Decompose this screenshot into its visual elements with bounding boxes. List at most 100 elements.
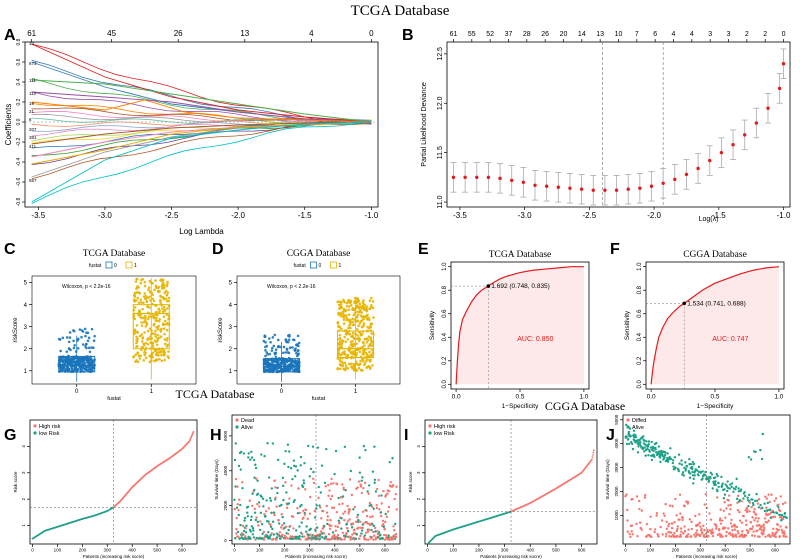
panel-j-point — [657, 445, 661, 448]
panel-h-point — [292, 527, 295, 530]
panel-h-point — [330, 524, 333, 527]
panel-h-point — [299, 464, 302, 467]
panel-c-point — [68, 336, 72, 339]
panel-h-point — [364, 448, 367, 452]
panel-j-point — [698, 513, 701, 516]
panel-j-point — [645, 522, 649, 526]
panel-h-point — [309, 527, 312, 531]
panel-h-point — [381, 537, 384, 540]
panel-d-point — [353, 311, 357, 314]
panel-i-xlabel: Patients (increasing risk socre) — [480, 554, 542, 559]
panel-j-point — [760, 457, 764, 461]
panel-j-point — [700, 527, 703, 531]
panel-g-point — [192, 430, 195, 433]
panel-h-point — [359, 534, 362, 538]
panel-h-point — [257, 501, 261, 504]
panel-d-point — [357, 366, 361, 370]
panel-j-point — [785, 526, 788, 529]
panel-h-point — [244, 527, 247, 530]
panel-c-point — [86, 331, 90, 335]
panel-c-point — [85, 342, 88, 346]
panel-d-point — [356, 298, 360, 301]
panel-d-stat-label: Wilcoxon, p < 2.2e-16 — [267, 284, 316, 290]
panel-c-legend-key — [125, 261, 133, 269]
panel-c-point — [76, 337, 80, 341]
panel-j-point — [750, 527, 754, 531]
panel-j-point — [697, 474, 700, 477]
panel-c-point — [151, 344, 155, 348]
panel-d-point — [360, 332, 363, 336]
panel-j-point — [649, 515, 652, 518]
panel-j-point — [770, 493, 773, 496]
panel-h-point — [234, 485, 237, 488]
panel-h-point — [251, 504, 254, 508]
panel-j-point — [723, 500, 726, 504]
panel-h-point — [260, 495, 263, 499]
panel-d-point — [274, 359, 277, 363]
panel-e-ytick-label: 0.8 — [442, 285, 448, 294]
panel-d-point — [284, 351, 288, 354]
panel-c-point — [91, 366, 95, 369]
panel-d-point — [368, 299, 372, 303]
panel-j-xtick-label: 400 — [721, 548, 729, 553]
panel-j-point — [717, 481, 720, 485]
panel-i-legend-key — [428, 431, 432, 435]
panel-d-point — [350, 303, 353, 307]
panel-h-point — [311, 445, 315, 448]
panel-a-coef-path — [31, 122, 372, 180]
panel-b-point — [781, 62, 786, 66]
panel-j-point — [704, 470, 707, 474]
panel-g-xtick-label: 500 — [153, 548, 161, 553]
panel-h-point — [251, 492, 254, 495]
panel-h-point — [361, 526, 364, 530]
panel-d-point — [271, 336, 275, 339]
panel-j-point — [659, 460, 662, 464]
panel-j-point — [683, 525, 686, 528]
panel-a-coef-path — [31, 121, 372, 204]
panel-c-legend-key — [105, 261, 113, 269]
panel-h-point — [298, 535, 301, 538]
panel-a-ytick-label: -0.6 — [16, 177, 22, 186]
panel-label-h: H — [210, 427, 222, 444]
panel-i-xtick-label: 300 — [501, 548, 509, 553]
panel-h-point — [278, 531, 282, 534]
panel-h-point — [351, 533, 354, 536]
panel-d-legend-label: 0 — [319, 263, 322, 269]
panel-d-point — [343, 350, 346, 353]
panel-j-point — [694, 531, 698, 535]
panel-j-point — [745, 523, 748, 527]
panel-h-point — [391, 538, 394, 541]
panel-h-point — [384, 493, 388, 497]
panel-j-point — [685, 465, 689, 468]
panel-j-point — [643, 494, 647, 497]
panel-h-point — [349, 536, 353, 539]
panel-j-point — [708, 512, 711, 515]
panel-h-point — [362, 522, 365, 525]
panel-b-point — [777, 86, 782, 91]
panel-a-path-label: 21 — [29, 109, 35, 114]
panel-h-point — [326, 515, 329, 518]
panel-j-point — [650, 458, 654, 462]
panel-c-point — [162, 297, 166, 301]
panel-i-xtick-label: 500 — [552, 548, 560, 553]
panel-c-point — [158, 336, 161, 340]
panel-c-point — [158, 318, 161, 321]
panel-c-point — [78, 328, 82, 331]
panel-j-point — [753, 499, 757, 503]
panel-b-point — [731, 143, 735, 147]
panel-i-xtick-label: 100 — [449, 548, 457, 553]
panel-d-point — [284, 338, 288, 341]
panel-h-point — [284, 535, 288, 539]
panel-c-point — [133, 293, 136, 297]
panel-j-point — [714, 476, 717, 479]
panel-i-xtick-label: 0 — [426, 548, 429, 553]
panel-c-point — [155, 316, 158, 320]
panel-j-point — [652, 449, 655, 453]
panel-j-point — [747, 504, 750, 508]
panel-c-xlabel: fustat — [107, 396, 121, 402]
panel-d-point — [364, 351, 368, 355]
panel-h-point — [286, 537, 289, 540]
panel-d-point — [283, 362, 287, 366]
panel-h-point — [370, 535, 374, 539]
panel-c-point — [151, 314, 155, 317]
